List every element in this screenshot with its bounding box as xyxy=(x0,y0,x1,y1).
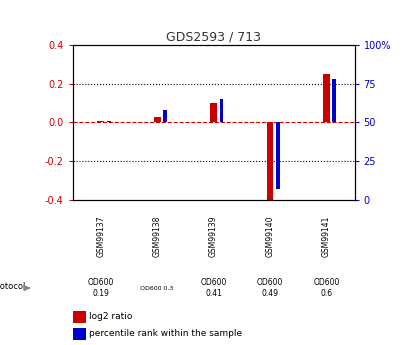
Bar xyxy=(276,122,280,189)
Bar xyxy=(73,328,86,340)
Bar xyxy=(332,79,336,122)
Bar xyxy=(267,122,273,202)
Title: GDS2593 / 713: GDS2593 / 713 xyxy=(166,31,261,44)
Bar xyxy=(323,74,330,122)
Text: OD600
0.41: OD600 0.41 xyxy=(200,278,227,298)
Bar xyxy=(107,121,110,122)
Bar xyxy=(154,117,160,122)
Text: GSM99139: GSM99139 xyxy=(209,216,218,257)
Text: growth protocol: growth protocol xyxy=(0,282,25,291)
Bar xyxy=(98,120,104,122)
Text: GSM99138: GSM99138 xyxy=(153,216,162,257)
Bar xyxy=(210,103,217,122)
Text: OD600
0.6: OD600 0.6 xyxy=(313,278,340,298)
Bar xyxy=(220,99,223,122)
Bar xyxy=(73,310,86,323)
Text: percentile rank within the sample: percentile rank within the sample xyxy=(89,329,243,338)
Text: log2 ratio: log2 ratio xyxy=(89,312,133,321)
Bar xyxy=(163,110,167,122)
Text: GSM99141: GSM99141 xyxy=(322,216,331,257)
Text: GSM99140: GSM99140 xyxy=(266,216,274,257)
Text: OD600
0.19: OD600 0.19 xyxy=(87,278,114,298)
Text: GSM99137: GSM99137 xyxy=(96,216,105,257)
Text: OD600
0.49: OD600 0.49 xyxy=(257,278,283,298)
Text: OD600 0.3: OD600 0.3 xyxy=(141,286,174,290)
